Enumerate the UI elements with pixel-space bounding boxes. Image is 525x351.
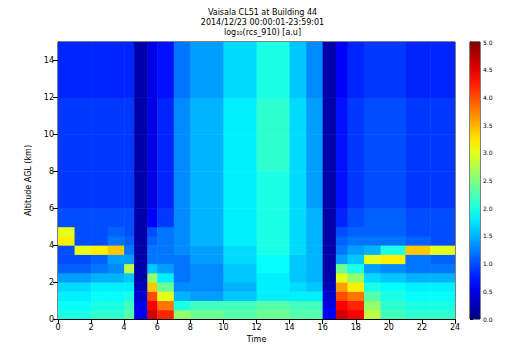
svg-text:2.5: 2.5 — [483, 177, 493, 184]
svg-text:4.0: 4.0 — [483, 94, 493, 101]
svg-text:12: 12 — [44, 93, 54, 102]
svg-text:4: 4 — [49, 241, 54, 250]
svg-text:10: 10 — [44, 130, 54, 139]
svg-text:4: 4 — [122, 323, 127, 332]
svg-text:18: 18 — [351, 323, 361, 332]
svg-text:Altitude AGL (km): Altitude AGL (km) — [24, 145, 33, 216]
svg-text:1.0: 1.0 — [483, 260, 493, 267]
svg-text:2.0: 2.0 — [483, 205, 493, 212]
svg-text:Time: Time — [246, 335, 267, 344]
svg-text:24: 24 — [450, 323, 460, 332]
svg-text:8: 8 — [49, 167, 54, 176]
svg-text:0: 0 — [49, 315, 54, 324]
svg-text:14: 14 — [284, 323, 294, 332]
svg-text:4.5: 4.5 — [483, 66, 493, 73]
svg-text:6: 6 — [49, 204, 54, 213]
svg-text:20: 20 — [384, 323, 394, 332]
svg-text:Vaisala CL51 at Building 44: Vaisala CL51 at Building 44 — [208, 8, 317, 17]
svg-text:14: 14 — [44, 56, 54, 65]
svg-text:6: 6 — [155, 323, 160, 332]
svg-text:1.5: 1.5 — [483, 232, 493, 239]
svg-text:2: 2 — [49, 278, 54, 287]
svg-text:5.0: 5.0 — [483, 39, 493, 46]
svg-text:22: 22 — [417, 323, 427, 332]
svg-text:2014/12/23 00:00:01-23:59:01: 2014/12/23 00:00:01-23:59:01 — [201, 18, 324, 27]
svg-text:8: 8 — [188, 323, 193, 332]
svg-text:0.0: 0.0 — [483, 316, 493, 323]
svg-text:0: 0 — [55, 323, 60, 332]
svg-text:16: 16 — [318, 323, 328, 332]
svg-text:12: 12 — [251, 323, 261, 332]
svg-text:2: 2 — [89, 323, 94, 332]
svg-text:log₁₀(rcs_910) [a.u]: log₁₀(rcs_910) [a.u] — [224, 28, 301, 37]
svg-text:10: 10 — [218, 323, 228, 332]
svg-text:3.0: 3.0 — [483, 149, 493, 156]
svg-text:0.5: 0.5 — [483, 288, 493, 295]
svg-text:3.5: 3.5 — [483, 122, 493, 129]
